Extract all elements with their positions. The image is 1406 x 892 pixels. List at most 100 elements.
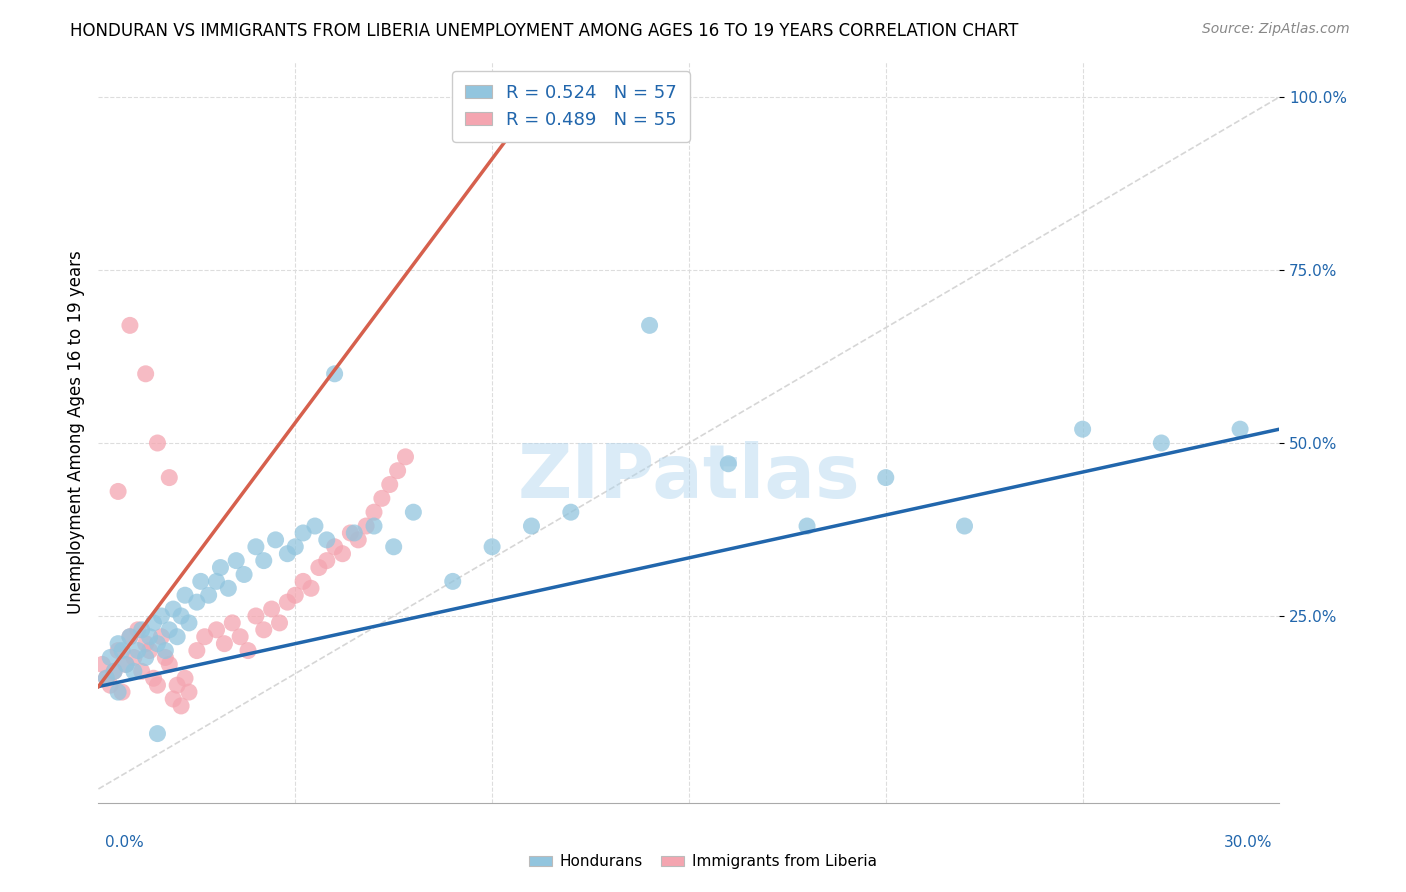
Point — [276, 547, 298, 561]
Point — [197, 588, 219, 602]
Point — [343, 525, 366, 540]
Point — [186, 595, 208, 609]
Point — [292, 525, 315, 540]
Point — [166, 630, 188, 644]
Point — [98, 650, 121, 665]
Point — [284, 588, 307, 602]
Point — [205, 574, 228, 589]
Point — [157, 470, 180, 484]
Point — [236, 643, 259, 657]
Point — [354, 519, 377, 533]
Point — [155, 643, 177, 657]
Point — [135, 637, 157, 651]
Point — [107, 643, 129, 657]
Point — [118, 318, 141, 333]
Point — [107, 484, 129, 499]
Point — [209, 560, 232, 574]
Point — [387, 464, 409, 478]
Point — [162, 692, 184, 706]
Point — [315, 533, 337, 547]
Point — [225, 554, 247, 568]
Point — [190, 574, 212, 589]
Point — [166, 678, 188, 692]
Point — [138, 630, 160, 644]
Point — [363, 519, 385, 533]
Point — [122, 650, 145, 665]
Point — [315, 554, 337, 568]
Legend: R = 0.524   N = 57, R = 0.489   N = 55: R = 0.524 N = 57, R = 0.489 N = 55 — [453, 71, 689, 142]
Point — [441, 574, 464, 589]
Point — [91, 657, 114, 672]
Point — [347, 533, 370, 547]
Point — [174, 671, 197, 685]
Legend: Hondurans, Immigrants from Liberia: Hondurans, Immigrants from Liberia — [523, 848, 883, 875]
Point — [157, 623, 180, 637]
Point — [127, 643, 149, 657]
Point — [299, 582, 322, 596]
Point — [269, 615, 291, 630]
Point — [638, 318, 661, 333]
Point — [796, 519, 818, 533]
Point — [118, 630, 141, 644]
Point — [131, 665, 153, 679]
Text: HONDURAN VS IMMIGRANTS FROM LIBERIA UNEMPLOYMENT AMONG AGES 16 TO 19 YEARS CORRE: HONDURAN VS IMMIGRANTS FROM LIBERIA UNEM… — [70, 22, 1019, 40]
Point — [162, 602, 184, 616]
Point — [194, 630, 217, 644]
Point — [96, 671, 118, 685]
Point — [138, 643, 160, 657]
Point — [402, 505, 425, 519]
Point — [127, 623, 149, 637]
Point — [115, 657, 138, 672]
Point — [170, 609, 193, 624]
Point — [96, 671, 118, 685]
Point — [217, 582, 239, 596]
Text: 30.0%: 30.0% — [1225, 836, 1272, 850]
Text: 0.0%: 0.0% — [105, 836, 145, 850]
Point — [308, 560, 330, 574]
Point — [103, 665, 125, 679]
Point — [284, 540, 307, 554]
Point — [953, 519, 976, 533]
Text: Source: ZipAtlas.com: Source: ZipAtlas.com — [1202, 22, 1350, 37]
Point — [103, 665, 125, 679]
Point — [135, 367, 157, 381]
Point — [98, 678, 121, 692]
Point — [107, 685, 129, 699]
Point — [323, 540, 346, 554]
Point — [1150, 436, 1173, 450]
Point — [378, 477, 401, 491]
Point — [122, 665, 145, 679]
Point — [1229, 422, 1251, 436]
Point — [229, 630, 252, 644]
Point — [111, 643, 134, 657]
Point — [1071, 422, 1094, 436]
Point — [245, 609, 267, 624]
Point — [205, 623, 228, 637]
Point — [155, 650, 177, 665]
Point — [186, 643, 208, 657]
Point — [142, 615, 165, 630]
Point — [131, 623, 153, 637]
Point — [118, 630, 141, 644]
Point — [146, 637, 169, 651]
Point — [150, 630, 173, 644]
Point — [135, 650, 157, 665]
Point — [253, 623, 276, 637]
Point — [323, 367, 346, 381]
Point — [150, 609, 173, 624]
Point — [520, 519, 543, 533]
Point — [339, 525, 361, 540]
Point — [233, 567, 256, 582]
Point — [221, 615, 243, 630]
Point — [174, 588, 197, 602]
Point — [245, 540, 267, 554]
Point — [332, 547, 354, 561]
Point — [157, 657, 180, 672]
Point — [260, 602, 283, 616]
Point — [292, 574, 315, 589]
Point — [111, 685, 134, 699]
Point — [177, 615, 200, 630]
Point — [253, 554, 276, 568]
Point — [177, 685, 200, 699]
Point — [875, 470, 897, 484]
